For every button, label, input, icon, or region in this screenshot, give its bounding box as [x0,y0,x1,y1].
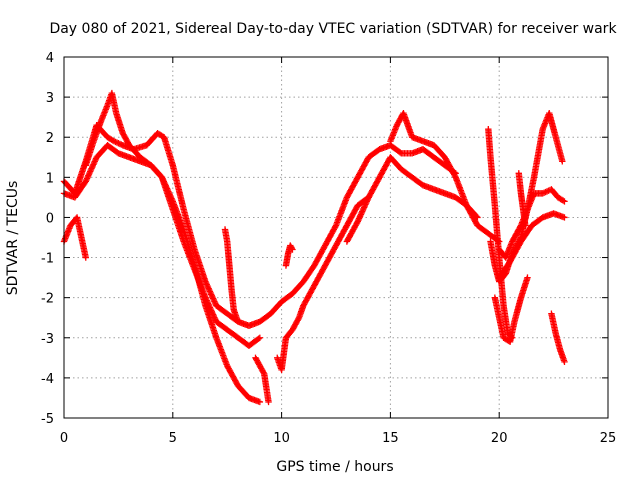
plot-frame [63,56,609,419]
x-tick-label: 0 [60,431,68,446]
data-point [289,246,296,253]
data-point [524,274,531,281]
y-tick-label: 1 [46,171,54,186]
y-tick-label: -1 [41,252,54,267]
x-axis: 0 5 10 15 20 25 [60,57,616,446]
data-point [234,318,242,325]
data-point [256,398,264,406]
data-point [332,223,339,231]
x-tick-label: 15 [382,431,399,446]
data-point [561,214,568,221]
data-point [113,139,121,146]
data-point [561,198,568,205]
data-point [115,140,122,147]
data-point [540,189,548,196]
chart-title: Day 080 of 2021, Sidereal Day-to-day VTE… [49,21,617,37]
y-tick-label: -3 [41,332,54,347]
data-point [559,197,567,204]
x-tick-label: 25 [600,431,617,446]
y-tick-label: 3 [46,91,54,106]
data-points [60,89,568,406]
data-point [517,223,524,231]
x-tick-label: 10 [273,431,290,446]
data-point [265,398,272,406]
data-point [559,158,566,165]
y-tick-label: -2 [41,292,54,307]
y-tick-label: 0 [46,211,54,226]
data-point [288,244,295,252]
y-axis: -5 -4 -3 -2 -1 0 1 2 3 4 [41,51,608,427]
data-point [561,358,568,366]
x-tick-label: 20 [491,431,508,446]
data-point [255,335,262,342]
y-axis-label: SDTVAR / TECUs [5,181,21,296]
data-point [542,188,549,196]
data-point [451,172,459,180]
data-point [112,138,119,146]
y-tick-label: 2 [46,131,54,146]
y-tick-label: 4 [46,51,54,66]
data-point [118,141,125,148]
data-point [539,190,546,197]
data-point [543,188,551,195]
data-point [260,369,267,376]
x-axis-label: GPS time / hours [276,459,393,475]
data-point [295,315,302,323]
y-tick-label: -4 [41,372,54,387]
data-point [110,138,118,145]
data-point [82,254,89,261]
x-tick-label: 5 [169,431,177,446]
data-point [522,222,529,229]
y-tick-label: -5 [41,412,54,427]
data-point [116,140,124,148]
data-point [256,334,264,341]
